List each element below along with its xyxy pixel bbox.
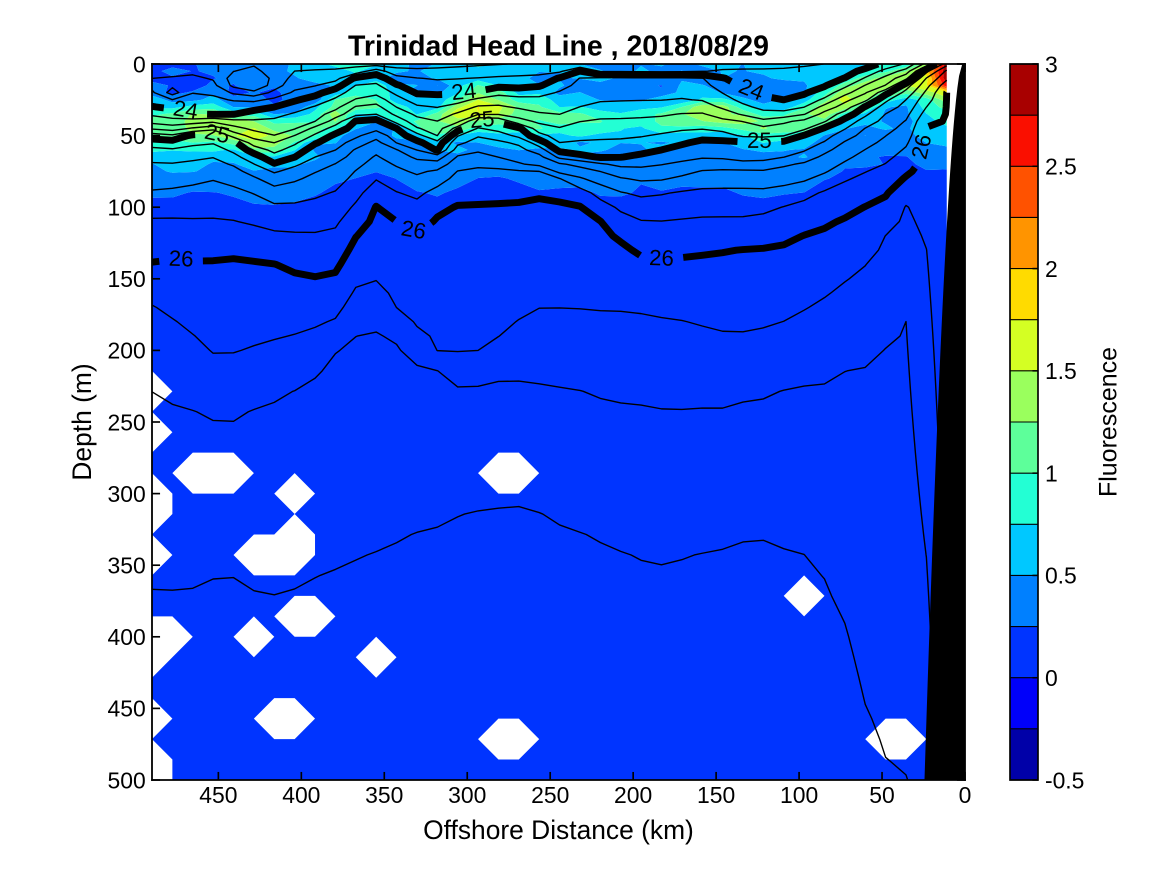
svg-text:24: 24 — [450, 78, 477, 105]
svg-text:1: 1 — [1045, 460, 1058, 486]
svg-text:350: 350 — [365, 782, 403, 808]
svg-text:250: 250 — [531, 782, 569, 808]
svg-text:Offshore Distance (km): Offshore Distance (km) — [423, 815, 694, 845]
svg-text:200: 200 — [108, 338, 146, 364]
svg-text:2: 2 — [1045, 256, 1058, 282]
svg-text:26: 26 — [399, 215, 428, 244]
svg-text:150: 150 — [108, 266, 146, 292]
svg-text:1.5: 1.5 — [1045, 358, 1077, 384]
svg-text:200: 200 — [614, 782, 652, 808]
svg-text:25: 25 — [202, 119, 232, 149]
svg-text:50: 50 — [869, 782, 894, 808]
svg-text:450: 450 — [108, 696, 146, 722]
svg-text:350: 350 — [108, 553, 146, 579]
svg-text:-0.5: -0.5 — [1045, 767, 1084, 793]
svg-text:250: 250 — [108, 409, 146, 435]
svg-text:26: 26 — [906, 132, 936, 162]
svg-text:26: 26 — [168, 246, 194, 272]
svg-text:0: 0 — [133, 51, 146, 77]
svg-text:450: 450 — [199, 782, 237, 808]
svg-text:100: 100 — [108, 195, 146, 221]
svg-text:25: 25 — [468, 106, 495, 133]
svg-text:Fluorescence: Fluorescence — [1094, 347, 1122, 497]
svg-text:2.5: 2.5 — [1045, 154, 1077, 180]
svg-text:Depth (m): Depth (m) — [67, 363, 97, 480]
svg-text:400: 400 — [108, 624, 146, 650]
svg-text:300: 300 — [108, 481, 146, 507]
svg-text:26: 26 — [649, 245, 675, 271]
svg-text:100: 100 — [780, 782, 818, 808]
svg-text:400: 400 — [282, 782, 320, 808]
svg-text:3: 3 — [1045, 51, 1058, 77]
svg-text:24: 24 — [171, 95, 200, 124]
svg-text:50: 50 — [120, 123, 145, 149]
svg-text:150: 150 — [697, 782, 735, 808]
svg-text:500: 500 — [108, 767, 146, 793]
svg-text:0: 0 — [959, 782, 972, 808]
svg-text:0.5: 0.5 — [1045, 563, 1077, 589]
svg-text:0: 0 — [1045, 665, 1058, 691]
svg-text:300: 300 — [448, 782, 486, 808]
svg-text:25: 25 — [747, 128, 772, 153]
svg-text:Trinidad Head Line , 2018/08/2: Trinidad Head Line , 2018/08/29 — [348, 31, 769, 63]
